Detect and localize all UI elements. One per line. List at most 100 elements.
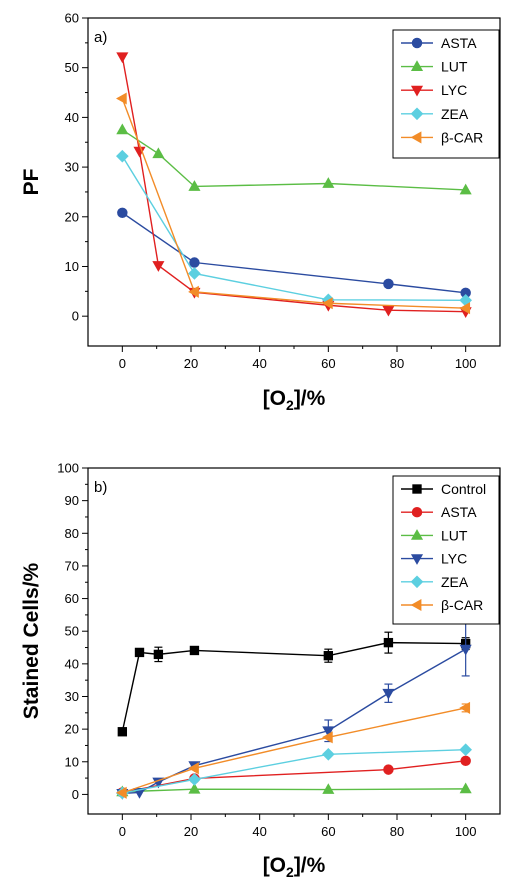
series-line: [121, 212, 466, 294]
data-point: [459, 644, 472, 656]
data-point: [188, 267, 201, 280]
data-point: [322, 726, 335, 738]
legend-marker: [410, 554, 424, 565]
data-point: [382, 305, 395, 317]
x-tick-label: 100: [455, 824, 477, 839]
data-point: [188, 285, 199, 298]
legend: Control ASTA LUT LYC ZEA β-CAR: [392, 475, 500, 625]
legend-label: β-CAR: [441, 597, 483, 613]
data-point: [459, 743, 472, 757]
data-point: [322, 731, 333, 744]
legend-box: [392, 475, 500, 625]
y-tick-label: 20: [65, 209, 79, 224]
legend-marker: [410, 598, 422, 612]
x-axis-title: [O2]/%: [263, 387, 326, 413]
data-point: [189, 645, 200, 656]
y-tick-label: 30: [65, 160, 79, 175]
x-tick-label: 80: [390, 824, 404, 839]
legend-label: ZEA: [441, 574, 469, 590]
data-point: [153, 649, 164, 660]
x-tick-label: 60: [321, 356, 335, 371]
legend-label: ASTA: [441, 504, 477, 520]
data-point: [460, 287, 471, 299]
data-point: [323, 651, 334, 661]
series-β-CAR: [116, 92, 471, 315]
data-point: [116, 92, 127, 105]
legend-label: LUT: [441, 527, 468, 543]
data-point: [459, 701, 471, 714]
series-Control: [117, 631, 471, 737]
y-tick-label: 90: [65, 493, 79, 508]
x-tick-label: 40: [252, 824, 266, 839]
data-point: [383, 637, 394, 648]
x-tick-label: 20: [184, 824, 198, 839]
legend-marker: [410, 131, 422, 144]
y-tick-label: 100: [57, 461, 79, 476]
y-tick-label: 40: [65, 110, 79, 125]
data-point: [188, 782, 201, 794]
data-point: [322, 177, 335, 188]
y-tick-label: 0: [72, 787, 79, 802]
y-tick-label: 20: [65, 722, 79, 737]
legend-marker: [410, 85, 424, 97]
data-point: [116, 52, 129, 64]
legend: ASTA LUT LYC ZEA β-CAR: [392, 29, 500, 159]
x-axis-title-tail: ]/%: [294, 387, 326, 410]
x-axis-title-main: [O: [263, 387, 286, 410]
y-tick-label: 10: [65, 754, 79, 769]
y-tick-label: 30: [65, 689, 79, 704]
series-line: [122, 760, 466, 794]
legend-marker: [411, 506, 423, 518]
data-point: [152, 147, 165, 159]
legend-label: Control: [441, 481, 486, 497]
data-point: [116, 123, 129, 135]
x-axis-title-sub: 2: [286, 864, 294, 880]
x-tick-label: 80: [390, 356, 404, 371]
legend-marker: [410, 575, 424, 589]
data-point: [382, 688, 395, 700]
data-point: [117, 207, 128, 219]
x-tick-label: 40: [252, 356, 266, 371]
x-axis-title-tail: ]/%: [294, 854, 326, 877]
y-tick-label: 70: [65, 558, 79, 573]
data-point: [116, 149, 129, 163]
x-axis-title-sub: 2: [286, 397, 294, 413]
data-point: [117, 727, 128, 737]
legend-marker: [411, 37, 423, 49]
data-point: [459, 302, 471, 315]
data-point: [459, 782, 472, 794]
y-tick-label: 60: [65, 11, 79, 26]
legend-label: LUT: [441, 59, 468, 75]
y-tick-label: 0: [72, 309, 79, 324]
legend-label: ZEA: [441, 106, 469, 122]
data-point: [383, 278, 394, 290]
series-line: [122, 648, 467, 795]
data-point: [116, 786, 127, 799]
x-axis-title: [O2]/%: [263, 854, 326, 880]
legend-marker: [412, 484, 422, 494]
series-line: [121, 155, 466, 301]
y-axis-title: PF: [20, 168, 43, 195]
legend-marker: [410, 529, 424, 540]
data-point: [134, 647, 145, 658]
data-point: [133, 146, 146, 158]
data-point: [152, 261, 165, 272]
data-point: [322, 747, 335, 761]
legend-marker: [410, 107, 424, 121]
panel-label: a): [94, 29, 107, 46]
chart-panel-1: 0 20 40 60 80 100 0 10 20 30 40 50 60 [O2]/% PF a) ASTA L…: [20, 11, 501, 413]
y-tick-label: 60: [65, 591, 79, 606]
series-LYC: [116, 621, 472, 800]
y-tick-label: 40: [65, 656, 79, 671]
y-tick-label: 50: [65, 624, 79, 639]
x-tick-label: 60: [321, 824, 335, 839]
data-point: [459, 183, 472, 195]
chart-panel-2: 0 20 40 60 80 100 0 10 20 30 40 50 60 70 80 90 100 [O2]/%…: [20, 461, 501, 880]
legend-marker: [410, 60, 424, 71]
series-line: [121, 98, 466, 309]
series-line: [122, 788, 466, 793]
x-tick-label: 100: [455, 356, 477, 371]
y-axis-title: Stained Cells/%: [20, 562, 43, 719]
series-β-CAR: [116, 701, 471, 799]
